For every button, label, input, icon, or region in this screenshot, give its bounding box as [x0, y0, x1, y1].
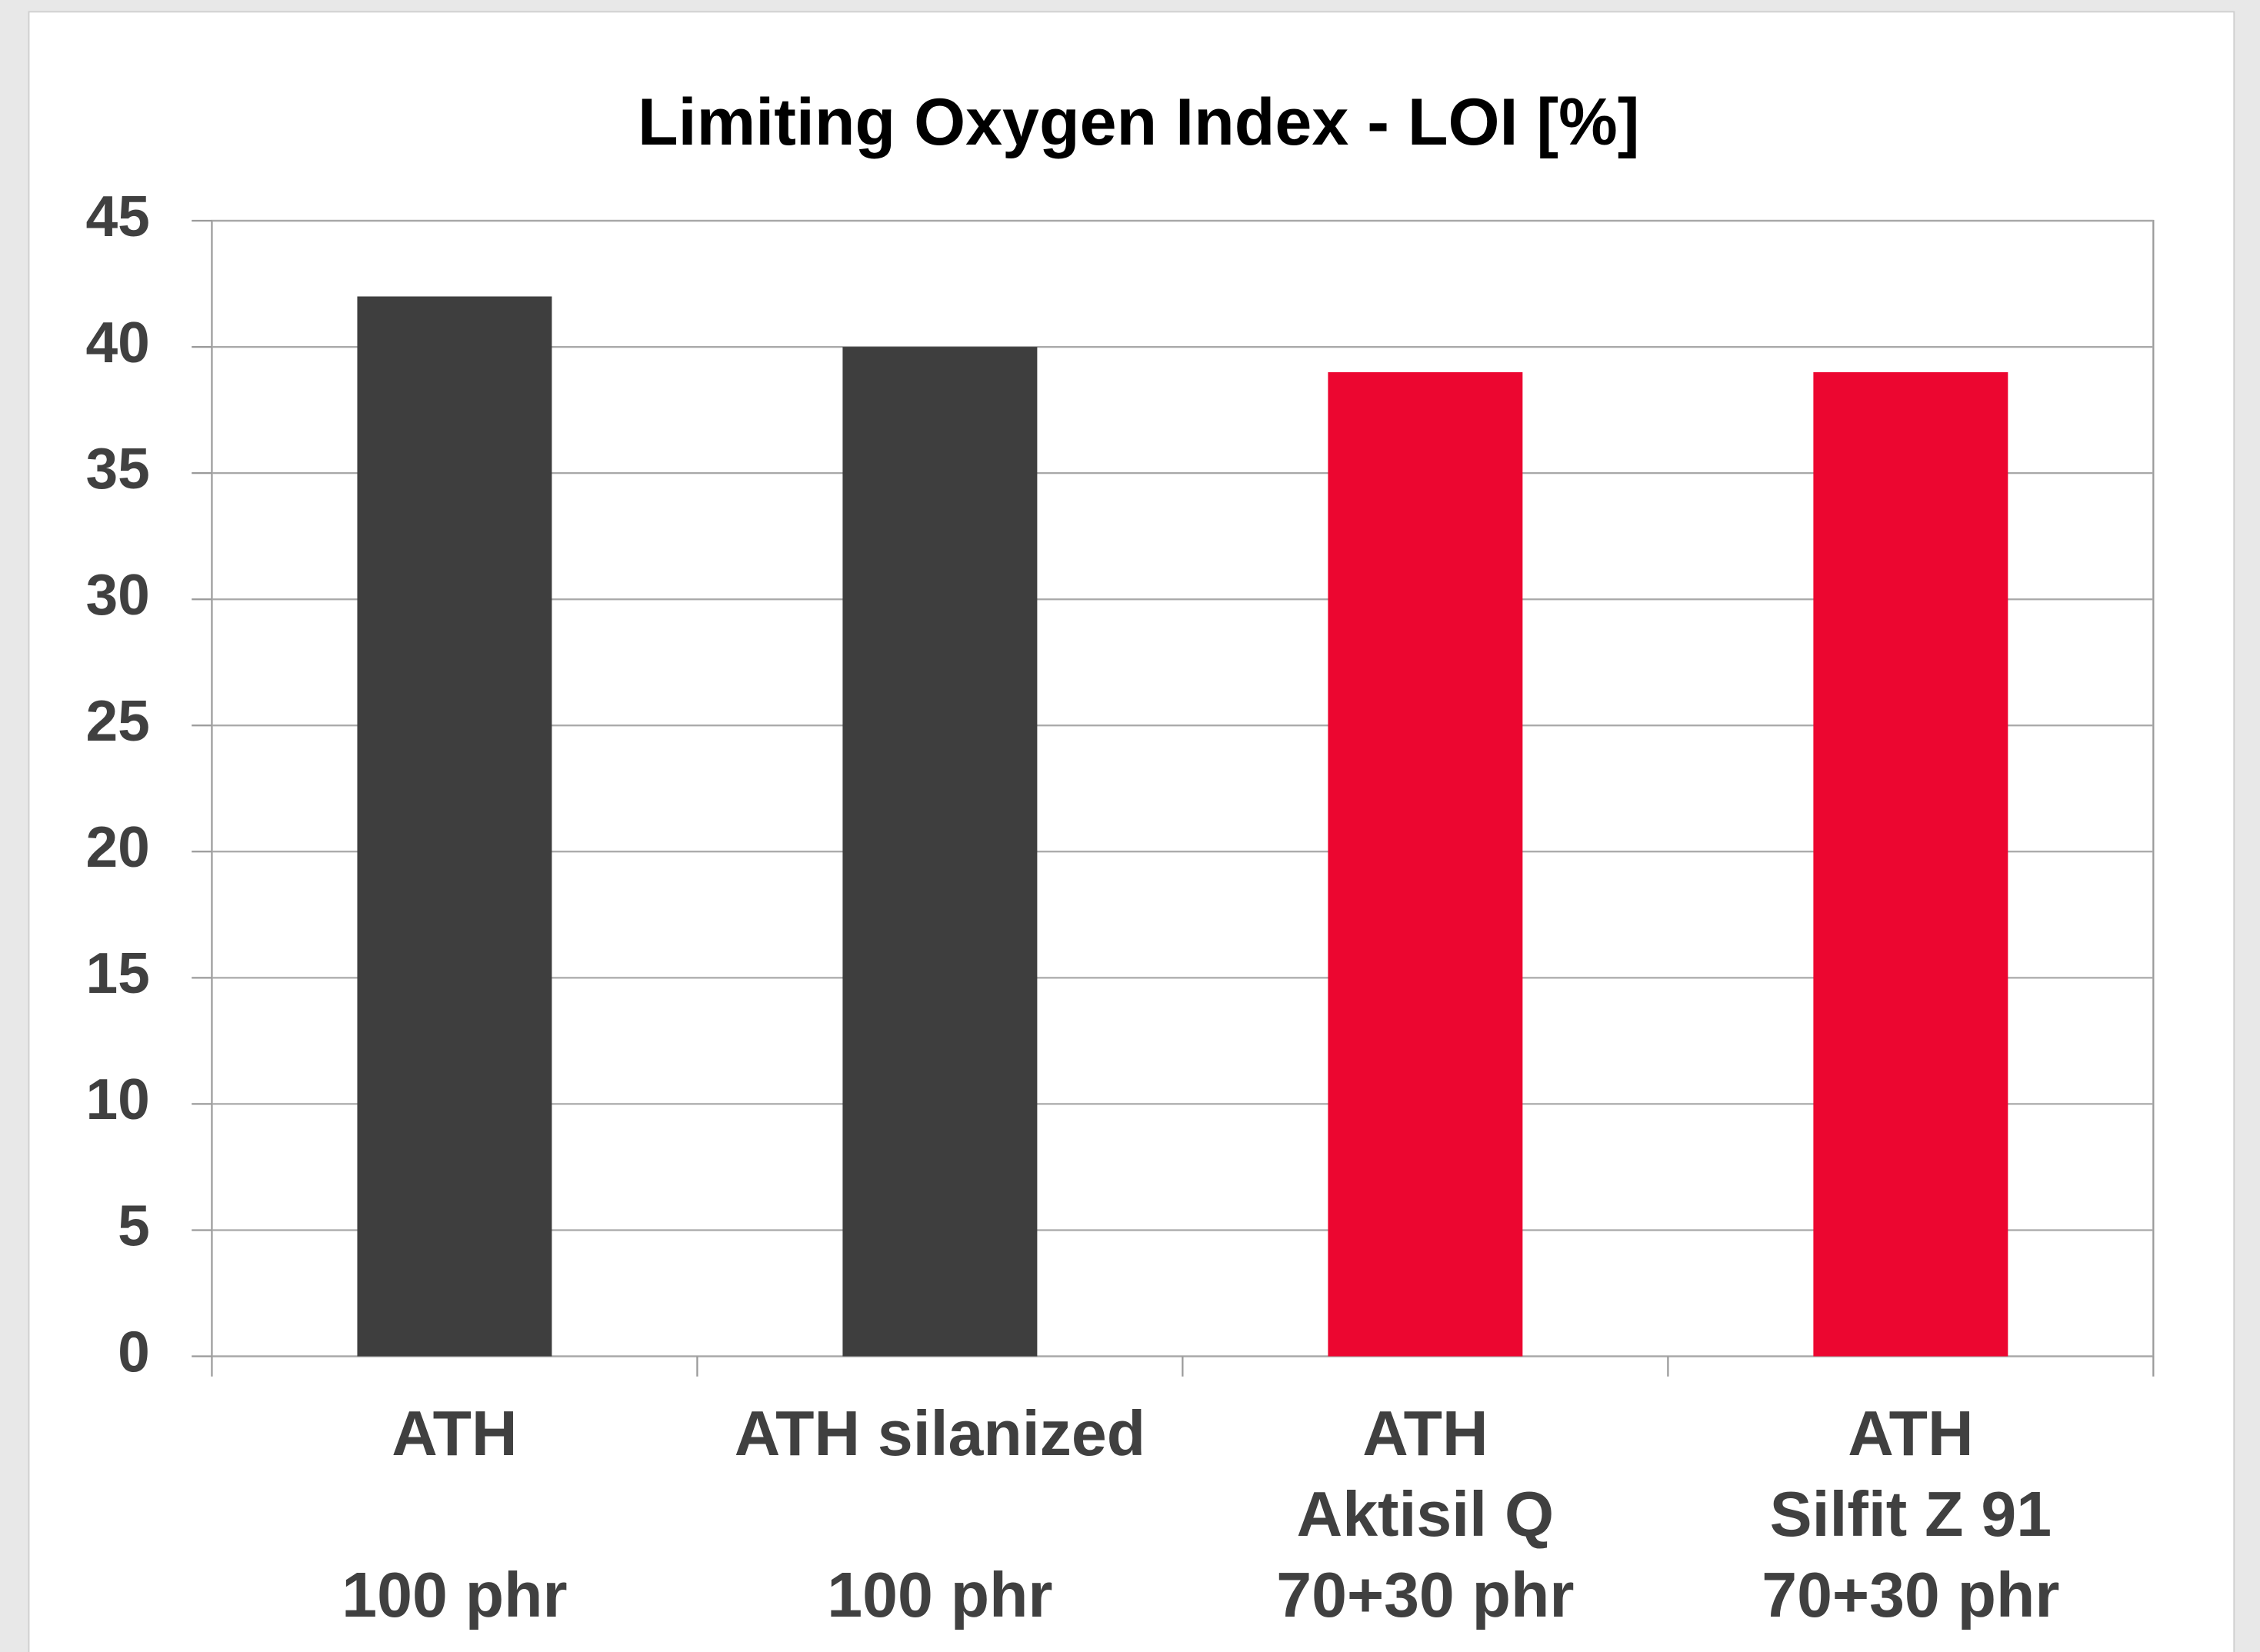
x-tick-label: 70+30 phr [1762, 1560, 2059, 1630]
x-tick-label: Silfit Z 91 [1770, 1479, 2052, 1550]
x-tick-label: ATH [392, 1398, 517, 1469]
x-tick-label: ATH silanized [735, 1398, 1145, 1469]
y-tick-label: 15 [86, 941, 150, 1005]
x-tick-label: 70+30 phr [1276, 1560, 1574, 1630]
x-tick-label: ATH [1848, 1398, 1973, 1469]
bar [1813, 371, 2008, 1357]
y-tick-label: 20 [86, 814, 150, 879]
y-tick-label: 25 [86, 688, 150, 753]
x-tick-label: 100 phr [827, 1560, 1052, 1630]
x-tick-label: Aktisil Q [1297, 1479, 1554, 1550]
chart-title: Limiting Oxygen Index - LOI [%] [638, 85, 1639, 159]
y-tick-label: 45 [86, 184, 150, 248]
y-tick-label: 35 [86, 436, 150, 501]
bar [357, 296, 552, 1357]
x-tick-label: ATH [1362, 1398, 1488, 1469]
y-tick-label: 40 [86, 310, 150, 375]
bar [842, 347, 1038, 1357]
y-tick-label: 10 [86, 1067, 150, 1131]
y-tick-label: 0 [118, 1319, 150, 1384]
y-tick-label: 30 [86, 562, 150, 627]
y-tick-label: 5 [118, 1193, 150, 1257]
x-tick-label: 100 phr [342, 1560, 567, 1630]
bar [1328, 371, 1523, 1357]
